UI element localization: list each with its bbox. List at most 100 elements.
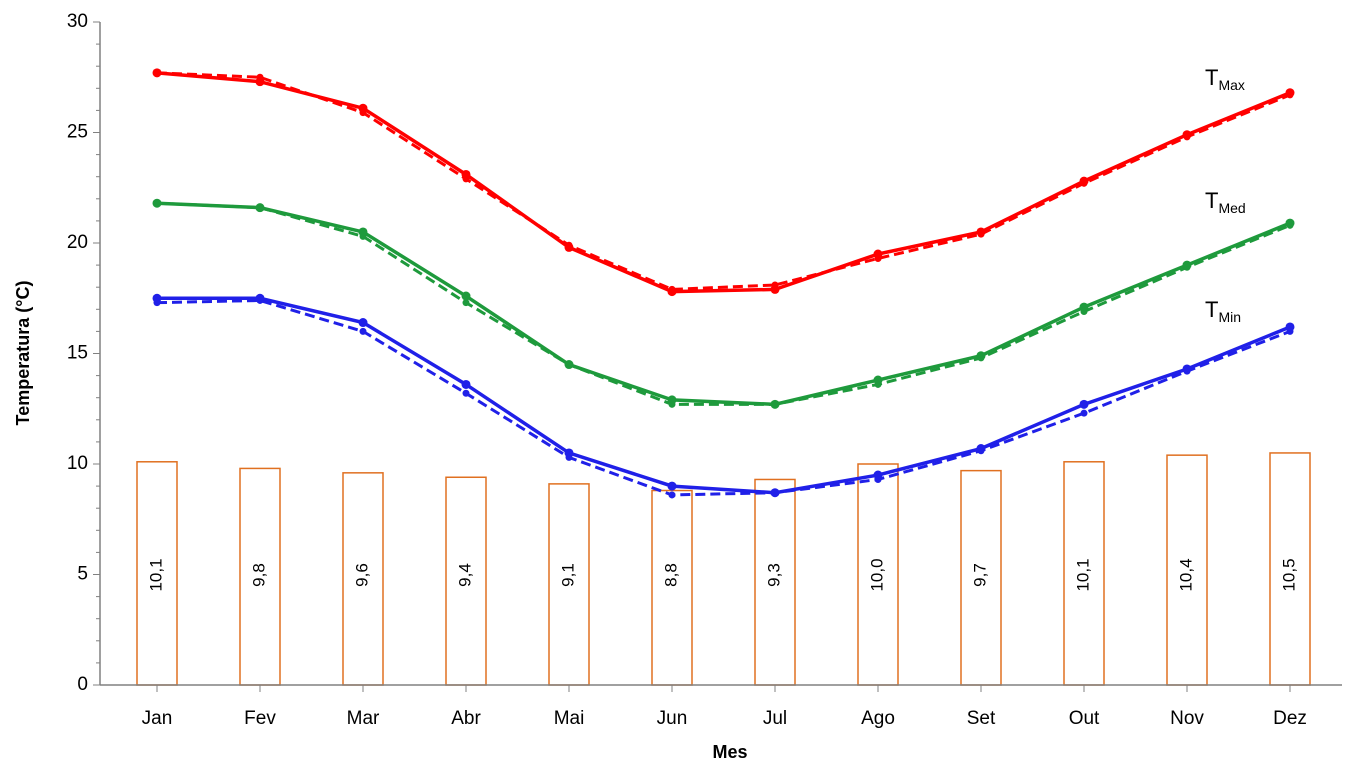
- series-min-dashed-point: [359, 327, 367, 335]
- series-med-point: [1285, 218, 1295, 228]
- series-label-main: T: [1205, 65, 1218, 90]
- y-tick-label: 25: [67, 122, 88, 143]
- x-tick-label: Jul: [763, 708, 787, 729]
- x-tick-label: Set: [967, 708, 996, 729]
- series-max-solid-line: [156, 71, 1291, 294]
- bar-dez: [1269, 452, 1311, 686]
- series-min-dashed-point: [668, 491, 676, 499]
- series-min-point: [1079, 399, 1089, 409]
- series-min-dashed-line: [156, 298, 1291, 497]
- series-max-point: [770, 284, 780, 294]
- series-med-point: [667, 395, 677, 405]
- bar-value-label: 10,4: [1176, 558, 1195, 591]
- series-med-point: [770, 399, 780, 409]
- bar-jan: [136, 461, 178, 686]
- series-med-dashed-line: [156, 201, 1291, 406]
- bar-out: [1063, 461, 1105, 686]
- bar-value-label: 9,6: [352, 563, 371, 587]
- series-med-point: [873, 375, 883, 385]
- series-max-label: TMax: [1205, 65, 1245, 93]
- series-min-point: [255, 293, 265, 303]
- bar-value-label: 9,4: [455, 563, 474, 587]
- series-min-point: [564, 448, 574, 458]
- series-min-point: [358, 318, 368, 328]
- series-max-point: [873, 249, 883, 259]
- series-med-point: [152, 198, 162, 208]
- series-max-point: [461, 169, 471, 179]
- series-label-main: T: [1205, 188, 1218, 213]
- series-min-point: [770, 488, 780, 498]
- series-max-point: [1079, 176, 1089, 186]
- bar-value-label: 9,7: [970, 563, 989, 587]
- y-axis-title: Temperatura (°C): [13, 281, 33, 426]
- x-tick-label: Out: [1069, 708, 1100, 729]
- y-tick-label: 10: [67, 453, 88, 474]
- series-label-sub: Min: [1218, 309, 1241, 325]
- series-min-point: [1285, 322, 1295, 332]
- x-tick-label: Dez: [1273, 708, 1307, 729]
- series-min-dashed-point: [1080, 409, 1088, 417]
- series-med-point: [358, 227, 368, 237]
- y-tick-label: 5: [77, 564, 88, 585]
- bar-nov: [1166, 454, 1208, 686]
- x-tick-label: Ago: [861, 708, 895, 729]
- series-min-point: [976, 444, 986, 454]
- bar-value-label: 9,1: [558, 563, 577, 587]
- bar-value-label: 10,0: [867, 558, 886, 591]
- y-tick-label: 30: [67, 11, 88, 32]
- series-med-label: TMed: [1205, 188, 1246, 216]
- series-label-main: T: [1205, 297, 1218, 322]
- series-med-point: [1182, 260, 1192, 270]
- y-tick-label: 20: [67, 232, 88, 253]
- bar-value-label: 9,8: [249, 563, 268, 587]
- series-max-point: [1285, 88, 1295, 98]
- x-tick-label: Abr: [451, 708, 481, 729]
- bar-abr: [445, 476, 487, 686]
- series-max-point: [667, 287, 677, 297]
- bar-fev: [239, 467, 281, 686]
- bar-value-label: 10,1: [146, 558, 165, 591]
- bar-value-label: 8,8: [661, 563, 680, 587]
- series-max-point: [564, 242, 574, 252]
- series-min-point: [667, 481, 677, 491]
- lines-layer: [152, 68, 1295, 499]
- series-min-dashed-point: [462, 389, 470, 397]
- x-tick-label: Fev: [244, 708, 276, 729]
- series-max-point: [358, 103, 368, 113]
- x-tick-label: Jun: [657, 708, 688, 729]
- series-med-point: [564, 360, 574, 370]
- series-max-point: [152, 68, 162, 78]
- y-tick-label: 15: [67, 343, 88, 364]
- series-med-dashed-point: [462, 299, 470, 307]
- series-min-point: [461, 379, 471, 389]
- series-min-solid-line: [157, 296, 1291, 495]
- bars-layer: [136, 452, 1311, 686]
- axes-layer: 0 5 10 15 20 25 30 Jan Fev Mar Abr Mai Jun Jul Ago Set O…: [67, 11, 1342, 729]
- x-tick-label: Mar: [347, 708, 380, 729]
- series-min-point: [873, 470, 883, 480]
- series-label-sub: Med: [1218, 200, 1245, 216]
- series-max-point: [976, 227, 986, 237]
- series-max-point: [1182, 130, 1192, 140]
- x-tick-label: Mai: [554, 708, 585, 729]
- x-tick-label: Nov: [1170, 708, 1204, 729]
- series-min-point: [152, 293, 162, 303]
- bar-value-label: 9,3: [764, 563, 783, 587]
- series-med-point: [461, 291, 471, 301]
- bar-ago: [857, 463, 899, 686]
- bar-labels-layer: 10,1 9,8 9,6 9,4 9,1 8,8 9,3 10,0 9,7 10,1 10,4 10,…: [146, 558, 1298, 591]
- series-med-point: [976, 351, 986, 361]
- x-axis-title: Mes: [712, 742, 747, 762]
- bar-jun: [651, 489, 693, 686]
- series-med-solid-line: [156, 201, 1291, 407]
- series-med-point: [1079, 302, 1089, 312]
- series-min-label: TMin: [1205, 297, 1241, 325]
- y-tick-label: 0: [77, 674, 88, 695]
- series-label-sub: Max: [1218, 77, 1244, 93]
- series-max-dashed-line: [156, 71, 1291, 291]
- bar-value-label: 10,1: [1073, 558, 1092, 591]
- series-med-point: [255, 203, 265, 213]
